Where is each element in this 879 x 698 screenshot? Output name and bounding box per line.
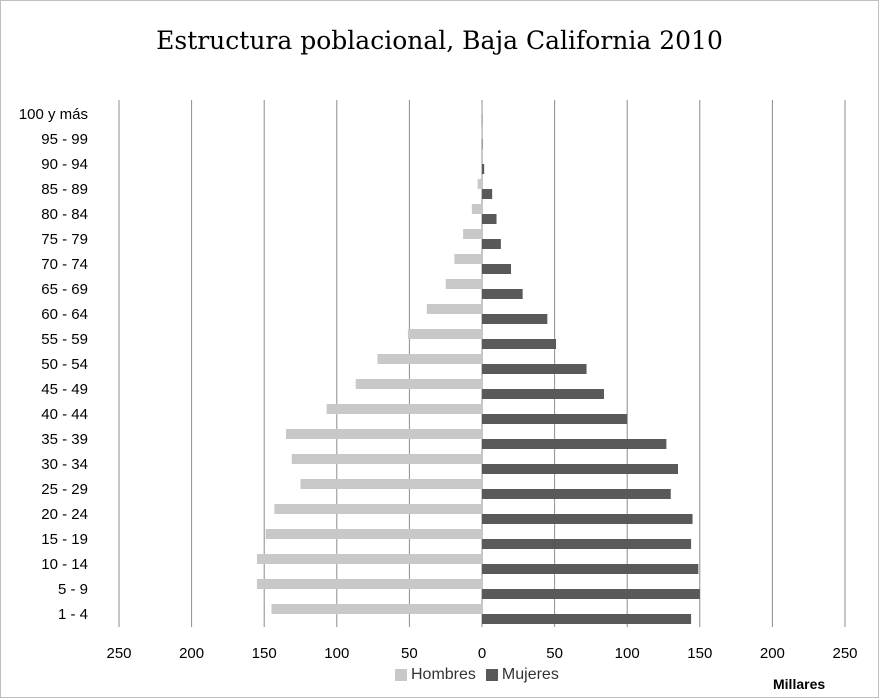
y-tick-label-12: 60 - 64 [41, 306, 88, 323]
y-tick-label-14: 70 - 74 [41, 256, 88, 273]
y-tick-label-8: 40 - 44 [41, 406, 88, 423]
legend-item-hombres: Hombres [395, 666, 476, 684]
bar-mujeres-0 [482, 614, 692, 624]
bar-hombres-17 [477, 179, 482, 189]
y-tick-label-0: 1 - 4 [58, 606, 88, 623]
x-tick-label-9: 200 [760, 645, 785, 662]
bar-mujeres-17 [482, 189, 493, 199]
y-tick-label-7: 35 - 39 [41, 431, 88, 448]
y-tick-label-10: 50 - 54 [41, 356, 88, 373]
bar-hombres-14 [454, 254, 482, 264]
bar-hombres-5 [300, 479, 482, 489]
x-tick-label-3: 100 [324, 645, 349, 662]
bar-hombres-11 [407, 329, 482, 339]
bar-mujeres-1 [482, 589, 700, 599]
y-tick-label-11: 55 - 59 [41, 331, 88, 348]
legend-swatch-hombres [395, 669, 407, 681]
bar-hombres-7 [285, 429, 482, 439]
bar-hombres-2 [256, 554, 482, 564]
bar-mujeres-7 [482, 439, 667, 449]
legend-label-mujeres: Mujeres [501, 666, 559, 683]
bar-mujeres-11 [482, 339, 557, 349]
bar-mujeres-14 [482, 264, 512, 274]
y-tick-label-19: 95 - 99 [41, 131, 88, 148]
bar-mujeres-16 [482, 214, 497, 224]
x-tick-label-2: 150 [252, 645, 277, 662]
y-tick-label-17: 85 - 89 [41, 181, 88, 198]
x-tick-label-7: 100 [615, 645, 640, 662]
x-unit-label: Millares [773, 676, 826, 692]
bar-mujeres-6 [482, 464, 679, 474]
bar-mujeres-13 [482, 289, 523, 299]
bar-mujeres-2 [482, 564, 699, 574]
y-tick-label-3: 15 - 19 [41, 531, 88, 548]
bar-mujeres-12 [482, 314, 548, 324]
y-tick-label-4: 20 - 24 [41, 506, 88, 523]
bar-mujeres-4 [482, 514, 693, 524]
bar-mujeres-18 [482, 164, 485, 174]
y-tick-label-15: 75 - 79 [41, 231, 88, 248]
bar-hombres-18 [480, 154, 482, 164]
x-tick-label-6: 50 [546, 645, 563, 662]
bar-hombres-3 [265, 529, 482, 539]
bar-mujeres-9 [482, 389, 604, 399]
bar-hombres-4 [274, 504, 482, 514]
legend-swatch-mujeres [485, 669, 498, 681]
bar-mujeres-10 [482, 364, 587, 374]
legend-item-mujeres: Mujeres [485, 666, 559, 684]
y-tick-label-2: 10 - 14 [41, 556, 88, 573]
bar-hombres-10 [377, 354, 482, 364]
legend-label-hombres: Hombres [411, 666, 476, 683]
bar-mujeres-8 [482, 414, 628, 424]
legend: Hombres Mujeres [395, 666, 569, 684]
x-tick-label-8: 150 [687, 645, 712, 662]
y-tick-label-9: 45 - 49 [41, 381, 88, 398]
bar-mujeres-5 [482, 489, 671, 499]
bar-mujeres-15 [482, 239, 501, 249]
bar-mujeres-19 [482, 139, 483, 149]
bar-mujeres-3 [482, 539, 692, 549]
x-tick-label-4: 50 [401, 645, 418, 662]
y-tick-label-5: 25 - 29 [41, 481, 88, 498]
bar-hombres-6 [291, 454, 482, 464]
y-tick-label-20: 100 y más [19, 106, 88, 123]
bar-hombres-12 [426, 304, 482, 314]
bar-hombres-16 [471, 204, 482, 214]
y-tick-label-6: 30 - 34 [41, 456, 88, 473]
bar-hombres-13 [445, 279, 482, 289]
bar-hombres-1 [256, 579, 482, 589]
x-tick-label-0: 250 [106, 645, 131, 662]
bar-hombres-8 [326, 404, 482, 414]
bar-hombres-0 [271, 604, 482, 614]
chart-title: Estructura poblacional, Baja California … [156, 26, 723, 55]
y-tick-label-16: 80 - 84 [41, 206, 88, 223]
bar-hombres-15 [463, 229, 482, 239]
x-tick-label-1: 200 [179, 645, 204, 662]
x-tick-label-5: 0 [478, 645, 486, 662]
x-tick-label-10: 250 [832, 645, 857, 662]
y-tick-label-13: 65 - 69 [41, 281, 88, 298]
y-tick-label-18: 90 - 94 [41, 156, 88, 173]
bar-hombres-9 [355, 379, 482, 389]
y-tick-label-1: 5 - 9 [58, 581, 88, 598]
